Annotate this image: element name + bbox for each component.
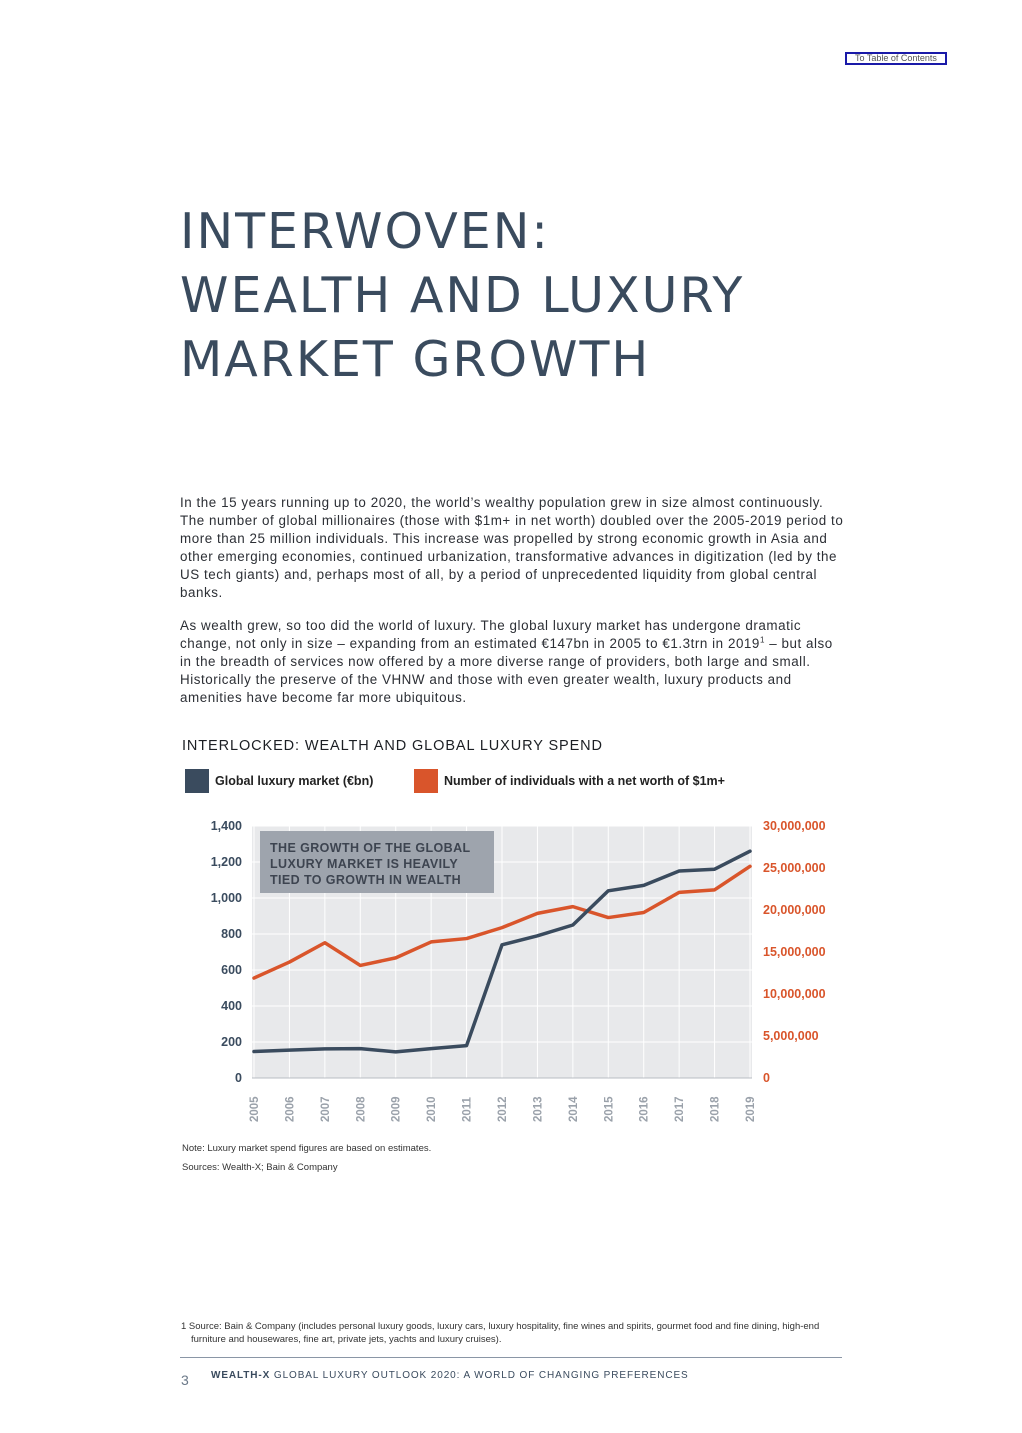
y-left-tick-label: 1,400 xyxy=(211,819,242,833)
chart-note: Note: Luxury market spend figures are ba… xyxy=(182,1143,432,1154)
y-right-tick-label: 30,000,000 xyxy=(763,819,826,833)
footnote: 1 Source: Bain & Company (includes perso… xyxy=(181,1321,820,1345)
table-of-contents-link[interactable]: To Table of Contents xyxy=(845,52,947,65)
chart-sources: Sources: Wealth-X; Bain & Company xyxy=(182,1162,338,1173)
legend-swatch-luxury-market xyxy=(185,769,209,793)
x-tick-label: 2009 xyxy=(391,1096,403,1122)
y-right-tick-label: 15,000,000 xyxy=(763,945,826,959)
x-tick-label: 2015 xyxy=(603,1096,615,1122)
legend-label-luxury-market: Global luxury market (€bn) xyxy=(215,774,374,788)
footer-brand: WEALTH-X xyxy=(211,1370,271,1381)
y-left-tick-label: 1,000 xyxy=(211,891,242,905)
series-line-luxury-market xyxy=(252,849,752,1054)
page-number: 3 xyxy=(181,1372,189,1388)
y-left-tick-label: 600 xyxy=(221,963,242,977)
y-right-tick-label: 20,000,000 xyxy=(763,903,826,917)
x-tick-label: 2006 xyxy=(284,1096,296,1122)
y-left-tick-label: 200 xyxy=(221,1035,242,1049)
annotation-text: THE GROWTH OF THE GLOBAL LUXURY MARKET IS… xyxy=(270,841,471,887)
x-tick-label: 2011 xyxy=(462,1096,474,1122)
intro-paragraph-2: As wealth grew, so too did the world of … xyxy=(180,617,845,707)
intro-paragraph-1: In the 15 years running up to 2020, the … xyxy=(180,495,844,600)
y-right-tick-label: 0 xyxy=(763,1071,770,1085)
x-tick-label: 2016 xyxy=(639,1096,651,1122)
x-tick-label: 2007 xyxy=(320,1096,332,1122)
x-tick-label: 2010 xyxy=(426,1096,438,1122)
x-tick-label: 2012 xyxy=(497,1096,509,1122)
x-tick-label: 2019 xyxy=(745,1096,757,1122)
series-line-millionaires xyxy=(252,864,752,980)
page-title: INTERWOVEN: WEALTH AND LUXURY MARKET GRO… xyxy=(180,200,744,392)
x-tick-label: 2013 xyxy=(532,1096,544,1122)
x-tick-label: 2005 xyxy=(249,1096,261,1122)
intro-paragraph-2-end: – but also in the breadth of services no… xyxy=(180,636,833,705)
intro-paragraph-2-start: As wealth grew, so too did the world of … xyxy=(180,618,802,651)
legend-item-millionaires: Number of individuals with a net worth o… xyxy=(414,769,725,793)
x-tick-label: 2014 xyxy=(568,1096,580,1122)
legend-item-luxury-market: Global luxury market (€bn) xyxy=(185,769,373,793)
page-title-line-3: MARKET GROWTH xyxy=(180,331,651,388)
line-chart: 0 200 400 600 800 1,000 1,200 1,400 0 5,000,000 10… xyxy=(211,819,826,1122)
y-right-tick-label: 10,000,000 xyxy=(763,987,826,1001)
footer-publication: WEALTH-X GLOBAL LUXURY OUTLOOK 2020: A W… xyxy=(211,1370,689,1381)
x-tick-label: 2018 xyxy=(710,1096,722,1122)
annotation-box xyxy=(260,831,494,893)
footnote-reference: 1 xyxy=(759,635,765,645)
chart-title: INTERLOCKED: WEALTH AND GLOBAL LUXURY SP… xyxy=(182,738,603,754)
legend-label-millionaires: Number of individuals with a net worth o… xyxy=(444,774,725,788)
page-title-line-2: WEALTH AND LUXURY xyxy=(180,267,745,324)
y-left-tick-label: 400 xyxy=(221,999,242,1013)
y-left-tick-label: 800 xyxy=(221,927,242,941)
y-right-tick-label: 5,000,000 xyxy=(763,1029,819,1043)
page-title-line-1: INTERWOVEN: xyxy=(180,203,550,260)
footer-title: GLOBAL LUXURY OUTLOOK 2020: A WORLD OF C… xyxy=(270,1370,689,1381)
y-left-tick-label: 0 xyxy=(235,1071,242,1085)
x-tick-label: 2017 xyxy=(674,1096,686,1122)
footer-divider xyxy=(180,1357,842,1358)
y-left-tick-label: 1,200 xyxy=(211,855,242,869)
x-tick-label: 2008 xyxy=(355,1096,367,1122)
y-right-tick-label: 25,000,000 xyxy=(763,861,826,875)
legend-swatch-millionaires xyxy=(414,769,438,793)
